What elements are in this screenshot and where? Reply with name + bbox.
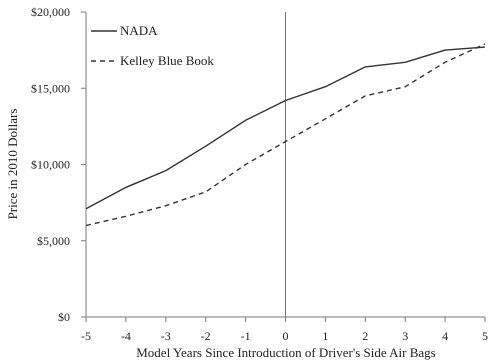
tick-labels: $0 $5,000 $10,000 $15,000 $20,000 -5 -4 -3 -2 -1 0… [31,5,488,343]
y-tick-label: $10,000 [31,158,70,172]
y-axis-title: Price in 2010 Dollars [5,109,20,220]
y-tick-label: $0 [58,310,70,324]
x-tick-label: 4 [442,329,448,343]
axes [81,11,486,322]
x-tick-label: 5 [482,329,488,343]
x-tick-label: 1 [322,329,328,343]
x-tick-label: 2 [362,329,368,343]
series-line-nada [85,46,486,210]
legend-label: Kelley Blue Book [120,53,214,68]
x-tick-label: -4 [121,329,131,343]
x-tick-label: -2 [201,329,211,343]
x-tick-label: 3 [402,329,408,343]
y-tick-label: $20,000 [31,5,70,19]
x-tick-label: -3 [161,329,171,343]
x-axis-title: Model Years Since Introduction of Driver… [136,345,436,360]
y-tick-label: $15,000 [31,81,70,95]
legend-label: NADA [120,23,158,38]
series-line-kelley-blue-book [85,43,486,227]
series-lines [85,43,486,227]
x-tick-label: -1 [241,329,251,343]
x-tick-label: 0 [283,329,289,343]
legend: NADA Kelley Blue Book [91,23,214,68]
y-tick-label: $5,000 [37,234,70,248]
x-tick-label: -5 [81,329,91,343]
